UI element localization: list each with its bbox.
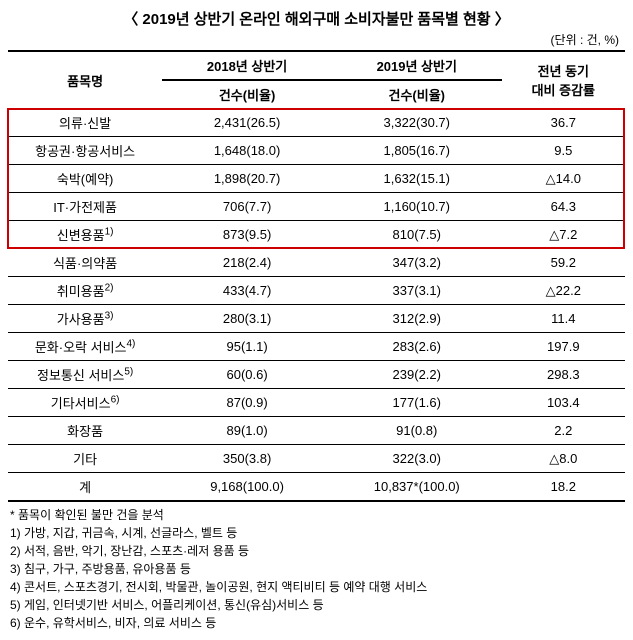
cell-2018: 87(0.9) [162, 389, 332, 417]
cell-2018: 1,898(20.7) [162, 165, 332, 193]
header-name: 품목명 [8, 51, 162, 109]
cell-2019: 239(2.2) [332, 361, 502, 389]
cell-2019: 337(3.1) [332, 277, 502, 305]
header-2018: 2018년 상반기 [162, 51, 332, 80]
header-2019-sub: 건수(비율) [332, 80, 502, 109]
cell-name: 항공권·항공서비스 [8, 137, 162, 165]
complaints-table: 품목명 2018년 상반기 2019년 상반기 전년 동기 대비 증감률 건수(… [8, 50, 625, 502]
cell-change: △14.0 [502, 165, 625, 193]
cell-name: 기타서비스6) [8, 389, 162, 417]
table-row: 계9,168(100.0)10,837*(100.0)18.2 [8, 473, 625, 502]
cell-2018: 95(1.1) [162, 333, 332, 361]
table-row: 기타350(3.8)322(3.0)△8.0 [8, 445, 625, 473]
cell-2018: 706(7.7) [162, 193, 332, 221]
header-change: 전년 동기 대비 증감률 [502, 51, 625, 109]
header-2018-sub: 건수(비율) [162, 80, 332, 109]
cell-2018: 1,648(18.0) [162, 137, 332, 165]
cell-change: 64.3 [502, 193, 625, 221]
cell-2018: 433(4.7) [162, 277, 332, 305]
unit-label: (단위 : 건, %) [8, 31, 625, 48]
cell-2019: 91(0.8) [332, 417, 502, 445]
cell-2019: 1,805(16.7) [332, 137, 502, 165]
cell-change: 11.4 [502, 305, 625, 333]
cell-2018: 218(2.4) [162, 249, 332, 277]
cell-change: △8.0 [502, 445, 625, 473]
cell-name: 식품·의약품 [8, 249, 162, 277]
footnote-ref: 3) [105, 311, 114, 322]
cell-2018: 350(3.8) [162, 445, 332, 473]
table-title: 〈 2019년 상반기 온라인 해외구매 소비자불만 품목별 현황 〉 [8, 8, 625, 29]
footnote-ref: 5) [124, 367, 133, 378]
footnotes: * 품목이 확인된 불만 건을 분석1) 가방, 지갑, 귀금속, 시계, 선글… [8, 506, 625, 632]
cell-name: 계 [8, 473, 162, 502]
cell-name: 가사용품3) [8, 305, 162, 333]
cell-change: 197.9 [502, 333, 625, 361]
cell-name: 정보통신 서비스5) [8, 361, 162, 389]
cell-name: 문화·오락 서비스4) [8, 333, 162, 361]
cell-change: 36.7 [502, 109, 625, 137]
cell-2019: 810(7.5) [332, 221, 502, 249]
cell-2019: 322(3.0) [332, 445, 502, 473]
table-row: 문화·오락 서비스4)95(1.1)283(2.6)197.9 [8, 333, 625, 361]
cell-2019: 3,322(30.7) [332, 109, 502, 137]
footnote-ref: 1) [105, 227, 114, 238]
header-change-line1: 전년 동기 [538, 64, 589, 79]
cell-change: △7.2 [502, 221, 625, 249]
table-row: 기타서비스6)87(0.9)177(1.6)103.4 [8, 389, 625, 417]
table-row: 신변용품1)873(9.5)810(7.5)△7.2 [8, 221, 625, 249]
table-wrap: 품목명 2018년 상반기 2019년 상반기 전년 동기 대비 증감률 건수(… [8, 50, 625, 502]
cell-2019: 177(1.6) [332, 389, 502, 417]
footnote-ref: 4) [127, 339, 136, 350]
cell-2019: 1,160(10.7) [332, 193, 502, 221]
cell-change: 2.2 [502, 417, 625, 445]
cell-2018: 2,431(26.5) [162, 109, 332, 137]
table-row: 항공권·항공서비스1,648(18.0)1,805(16.7)9.5 [8, 137, 625, 165]
cell-2018: 60(0.6) [162, 361, 332, 389]
cell-change: 298.3 [502, 361, 625, 389]
cell-change: 59.2 [502, 249, 625, 277]
cell-name: 기타 [8, 445, 162, 473]
table-row: IT·가전제품706(7.7)1,160(10.7)64.3 [8, 193, 625, 221]
cell-change: 18.2 [502, 473, 625, 502]
table-row: 화장품89(1.0)91(0.8)2.2 [8, 417, 625, 445]
footnote-ref: 6) [111, 395, 120, 406]
cell-change: △22.2 [502, 277, 625, 305]
cell-2019: 312(2.9) [332, 305, 502, 333]
footnote-line: * 품목이 확인된 불만 건을 분석 [8, 506, 625, 524]
cell-2019: 283(2.6) [332, 333, 502, 361]
cell-name: IT·가전제품 [8, 193, 162, 221]
table-row: 가사용품3)280(3.1)312(2.9)11.4 [8, 305, 625, 333]
cell-name: 취미용품2) [8, 277, 162, 305]
header-change-line2: 대비 증감률 [532, 83, 595, 98]
cell-2018: 280(3.1) [162, 305, 332, 333]
table-row: 숙박(예약)1,898(20.7)1,632(15.1)△14.0 [8, 165, 625, 193]
cell-2019: 347(3.2) [332, 249, 502, 277]
cell-2018: 9,168(100.0) [162, 473, 332, 502]
cell-2019: 1,632(15.1) [332, 165, 502, 193]
cell-2018: 873(9.5) [162, 221, 332, 249]
footnote-line: 1) 가방, 지갑, 귀금속, 시계, 선글라스, 벨트 등 [8, 524, 625, 542]
header-2019: 2019년 상반기 [332, 51, 502, 80]
cell-name: 의류·신발 [8, 109, 162, 137]
cell-name: 숙박(예약) [8, 165, 162, 193]
table-row: 의류·신발2,431(26.5)3,322(30.7)36.7 [8, 109, 625, 137]
footnote-line: 6) 운수, 유학서비스, 비자, 의료 서비스 등 [8, 614, 625, 632]
table-row: 정보통신 서비스5)60(0.6)239(2.2)298.3 [8, 361, 625, 389]
cell-change: 9.5 [502, 137, 625, 165]
table-row: 취미용품2)433(4.7)337(3.1)△22.2 [8, 277, 625, 305]
footnote-line: 3) 침구, 가구, 주방용품, 유아용품 등 [8, 560, 625, 578]
table-row: 식품·의약품218(2.4)347(3.2)59.2 [8, 249, 625, 277]
cell-2018: 89(1.0) [162, 417, 332, 445]
cell-name: 화장품 [8, 417, 162, 445]
footnote-line: 4) 콘서트, 스포츠경기, 전시회, 박물관, 놀이공원, 현지 액티비티 등… [8, 578, 625, 596]
footnote-ref: 2) [105, 283, 114, 294]
cell-change: 103.4 [502, 389, 625, 417]
cell-2019: 10,837*(100.0) [332, 473, 502, 502]
footnote-line: 5) 게임, 인터넷기반 서비스, 어플리케이션, 통신(유심)서비스 등 [8, 596, 625, 614]
footnote-line: 2) 서적, 음반, 악기, 장난감, 스포츠·레저 용품 등 [8, 542, 625, 560]
cell-name: 신변용품1) [8, 221, 162, 249]
